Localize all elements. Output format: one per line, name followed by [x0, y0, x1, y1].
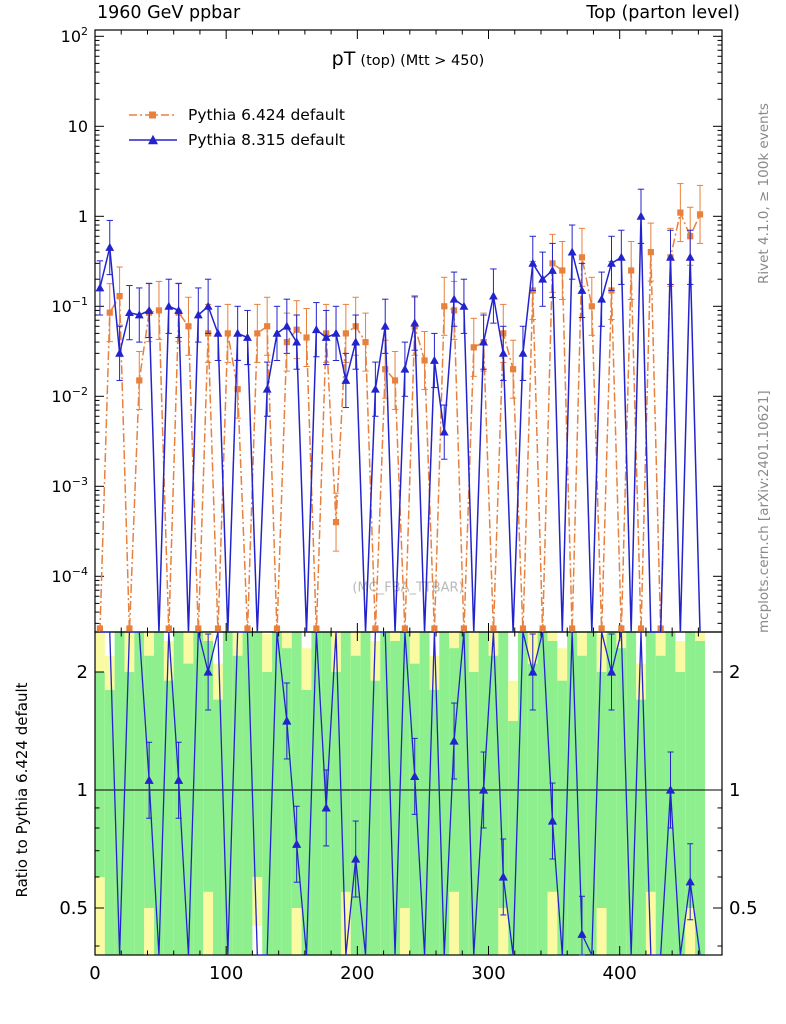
svg-text:1: 1 [78, 207, 88, 226]
legend-swatch-pythia6-icon [129, 111, 177, 119]
svg-text:400: 400 [603, 963, 637, 984]
legend-swatch-pythia8-icon [129, 134, 177, 145]
header-process-label: Top (parton level) [586, 3, 740, 23]
rivet-version-caption: Rivet 4.1.0, ≥ 100k events [756, 103, 772, 284]
svg-text:1: 1 [729, 780, 740, 801]
legend: Pythia 6.424 default Pythia 8.315 defaul… [127, 106, 345, 149]
svg-text:2: 2 [77, 662, 88, 683]
legend-entry-pythia8: Pythia 8.315 default [127, 131, 345, 149]
svg-text:0.5: 0.5 [59, 898, 88, 919]
svg-text:100: 100 [209, 963, 243, 984]
svg-text:10−2: 10−2 [51, 385, 88, 406]
svg-text:102: 102 [61, 25, 88, 46]
legend-label-pythia6: Pythia 6.424 default [188, 106, 345, 124]
ratio-axis-title: Ratio to Pythia 6.424 default [13, 682, 31, 898]
svg-text:10−1: 10−1 [51, 295, 88, 316]
axis-ticks [94, 30, 722, 955]
series-pythia6 [96, 183, 704, 633]
svg-text:10−4: 10−4 [51, 565, 88, 586]
svg-text:10−3: 10−3 [51, 475, 88, 496]
legend-entry-pythia6: Pythia 6.424 default [127, 106, 345, 124]
plot-title-main: pT [331, 48, 356, 70]
panel-frames [94, 29, 723, 956]
legend-label-pythia8: Pythia 8.315 default [188, 131, 345, 149]
ratio-series [99, 631, 701, 956]
svg-text:0: 0 [89, 963, 100, 984]
svg-text:2: 2 [729, 662, 740, 683]
svg-text:0.5: 0.5 [729, 898, 758, 919]
header-beam-label: 1960 GeV ppbar [97, 3, 241, 23]
axis-tick-labels: 102 10 1 10−1 10−2 10−3 10−4 2 2 1 1 0.5 0.5 0 100 200 3… [51, 25, 757, 984]
svg-text:10: 10 [68, 117, 88, 136]
series-pythia8 [95, 188, 701, 633]
svg-text:200: 200 [340, 963, 374, 984]
svg-text:1: 1 [77, 780, 88, 801]
mcplots-caption: mcplots.cern.ch [arXiv:2401.10621] [756, 390, 772, 633]
plot-title: pT (top) (Mtt > 450) [332, 48, 485, 70]
svg-text:300: 300 [471, 963, 505, 984]
plot-title-cut: (top) (Mtt > 450) [360, 53, 485, 69]
